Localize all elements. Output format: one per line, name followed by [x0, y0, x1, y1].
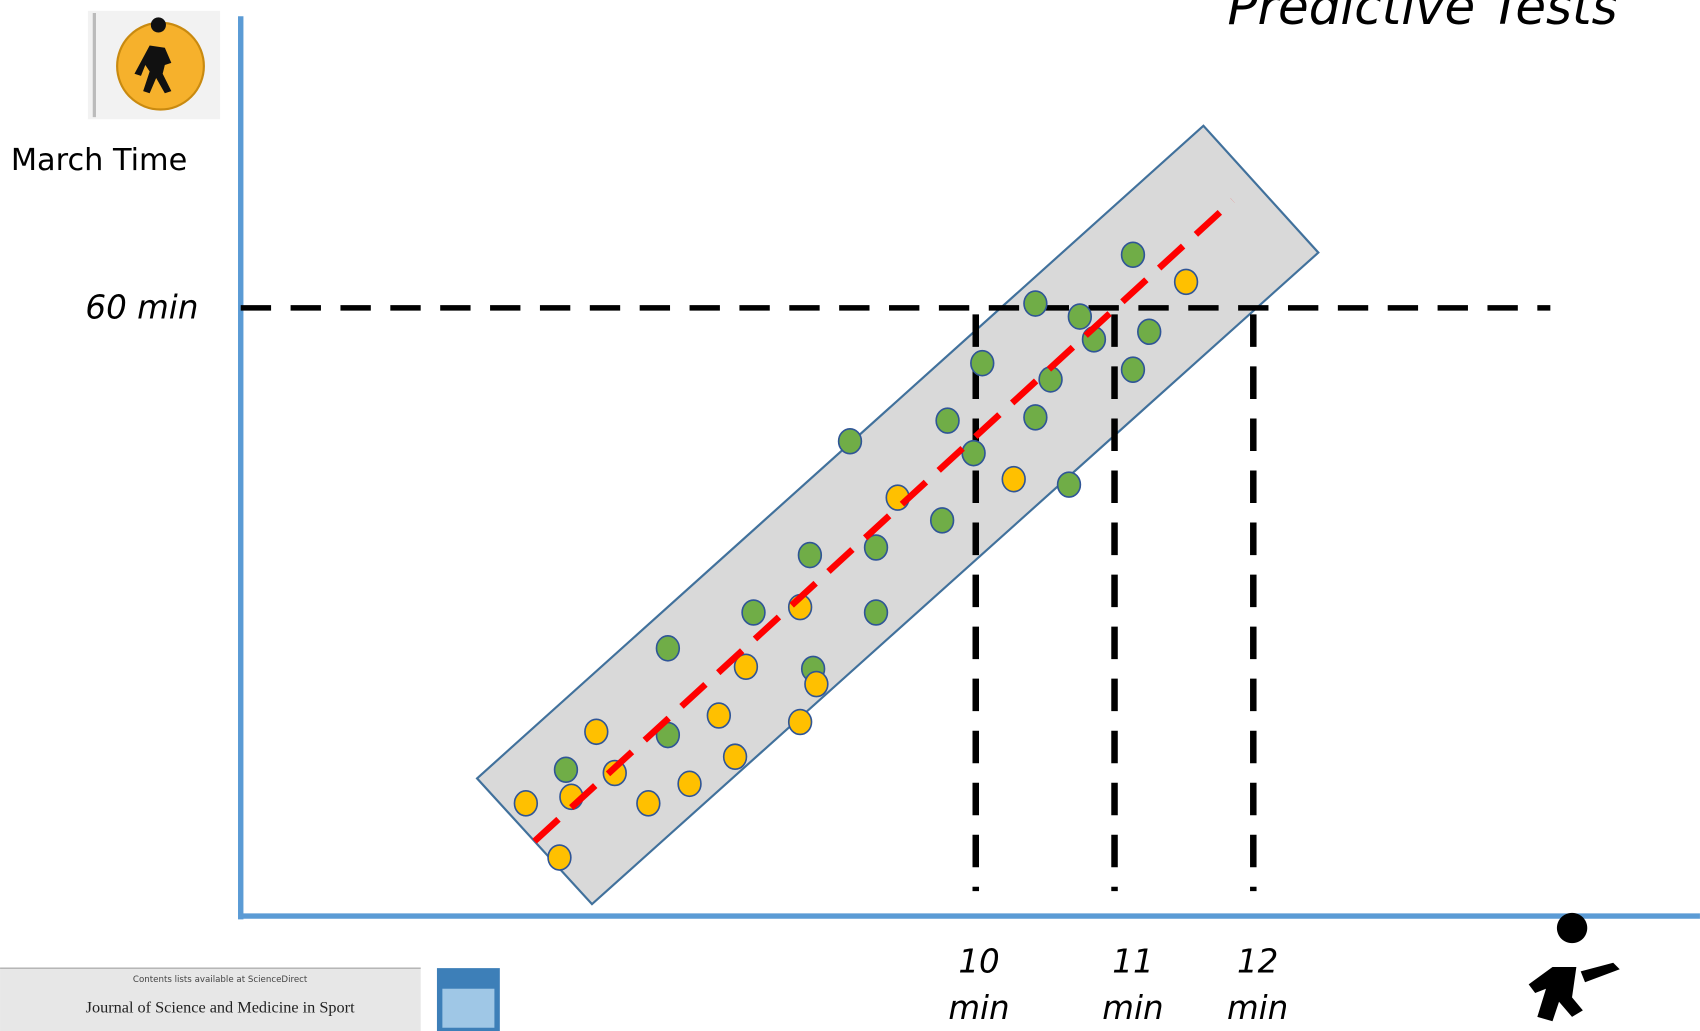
green-point: [1058, 472, 1081, 497]
journal-availability: Contents lists available at ScienceDirec…: [133, 975, 308, 985]
green-point: [839, 429, 862, 454]
yellow-point: [789, 710, 812, 735]
green-point: [931, 508, 954, 533]
green-point: [971, 351, 994, 376]
green-point: [1138, 319, 1161, 344]
x-marker-label: min: [1227, 989, 1288, 1027]
green-point: [936, 408, 959, 433]
green-point: [1024, 291, 1047, 316]
x-marker-label: 12: [1237, 942, 1278, 980]
green-point: [799, 543, 822, 568]
green-point: [962, 441, 985, 466]
yellow-point: [1002, 467, 1025, 492]
yellow-point: [637, 791, 660, 816]
x-marker-labels: 10 min 11 min 12 min: [948, 942, 1288, 1027]
x-marker-label: min: [1102, 989, 1163, 1027]
y-marker-label: 60 min: [85, 289, 198, 327]
green-point: [1024, 405, 1047, 430]
green-point: [656, 636, 679, 661]
yellow-point: [678, 771, 701, 796]
yellow-point: [514, 791, 537, 816]
green-point: [1068, 304, 1091, 329]
journal-name: Journal of Science and Medicine in Sport: [86, 999, 355, 1017]
yellow-point: [707, 703, 730, 728]
x-marker-label: 10: [958, 942, 999, 980]
green-point: [742, 600, 765, 625]
y-axis-label: March Time: [11, 143, 187, 178]
yellow-point: [585, 719, 608, 744]
x-marker-label: 11: [1112, 942, 1153, 980]
yellow-point: [548, 845, 571, 870]
hiker-icon: [88, 11, 220, 119]
green-point: [555, 757, 578, 782]
confidence-band: [477, 126, 1318, 904]
journal-cover-art: [442, 989, 494, 1028]
x-marker-label: min: [948, 989, 1009, 1027]
page: March Time Predictive Tests 60 min 10 min…: [0, 0, 1700, 1031]
yellow-point: [1175, 269, 1198, 294]
trend-line: [535, 201, 1233, 842]
title: Predictive Tests: [1227, 0, 1617, 36]
yellow-point: [724, 744, 747, 769]
slide: March Time Predictive Tests 60 min 10 min…: [0, 0, 1700, 1031]
green-point: [865, 600, 888, 625]
green-point: [1122, 242, 1145, 267]
yellow-point: [805, 672, 828, 697]
runner-icon: [1529, 913, 1620, 1021]
green-point: [1122, 357, 1145, 382]
